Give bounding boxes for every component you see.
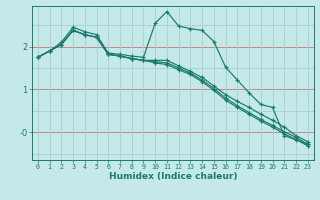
X-axis label: Humidex (Indice chaleur): Humidex (Indice chaleur): [108, 172, 237, 181]
